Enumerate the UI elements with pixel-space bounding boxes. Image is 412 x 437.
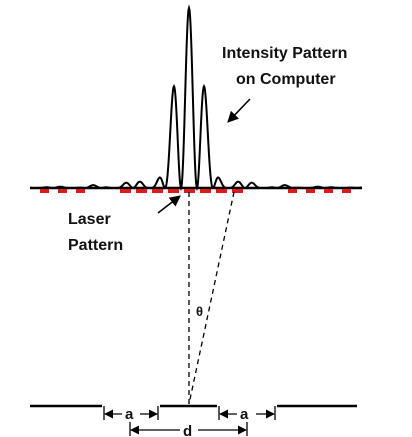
laser-spot <box>306 189 315 193</box>
laser-label-line1: Laser <box>68 211 111 228</box>
intensity-label-line1: Intensity Pattern <box>222 45 347 62</box>
laser-spot <box>232 189 243 193</box>
laser-pointer-arrow <box>157 195 181 214</box>
laser-spot <box>184 189 195 193</box>
slit-width-left-label: a <box>125 406 134 423</box>
laser-spot <box>168 189 179 193</box>
theta-label: θ <box>196 304 203 319</box>
laser-spot <box>342 189 351 193</box>
separation-label: d <box>183 423 192 437</box>
laser-spot <box>76 189 85 193</box>
laser-spot <box>288 189 297 193</box>
intensity-pointer-arrow <box>227 98 251 123</box>
laser-spot <box>58 189 67 193</box>
laser-spot <box>40 189 49 193</box>
laser-spot <box>216 189 227 193</box>
laser-spot-pattern <box>40 189 351 193</box>
laser-spot <box>136 189 147 193</box>
angled-ray-dashed <box>188 191 235 405</box>
laser-spot <box>120 189 131 193</box>
intensity-pattern-curve <box>30 4 363 192</box>
laser-label-line2: Pattern <box>68 237 123 254</box>
laser-spot <box>152 189 163 193</box>
laser-spot <box>200 189 211 193</box>
laser-spot <box>324 189 333 193</box>
intensity-label-line2: on Computer <box>236 71 336 88</box>
slit-width-right-label: a <box>240 406 249 423</box>
